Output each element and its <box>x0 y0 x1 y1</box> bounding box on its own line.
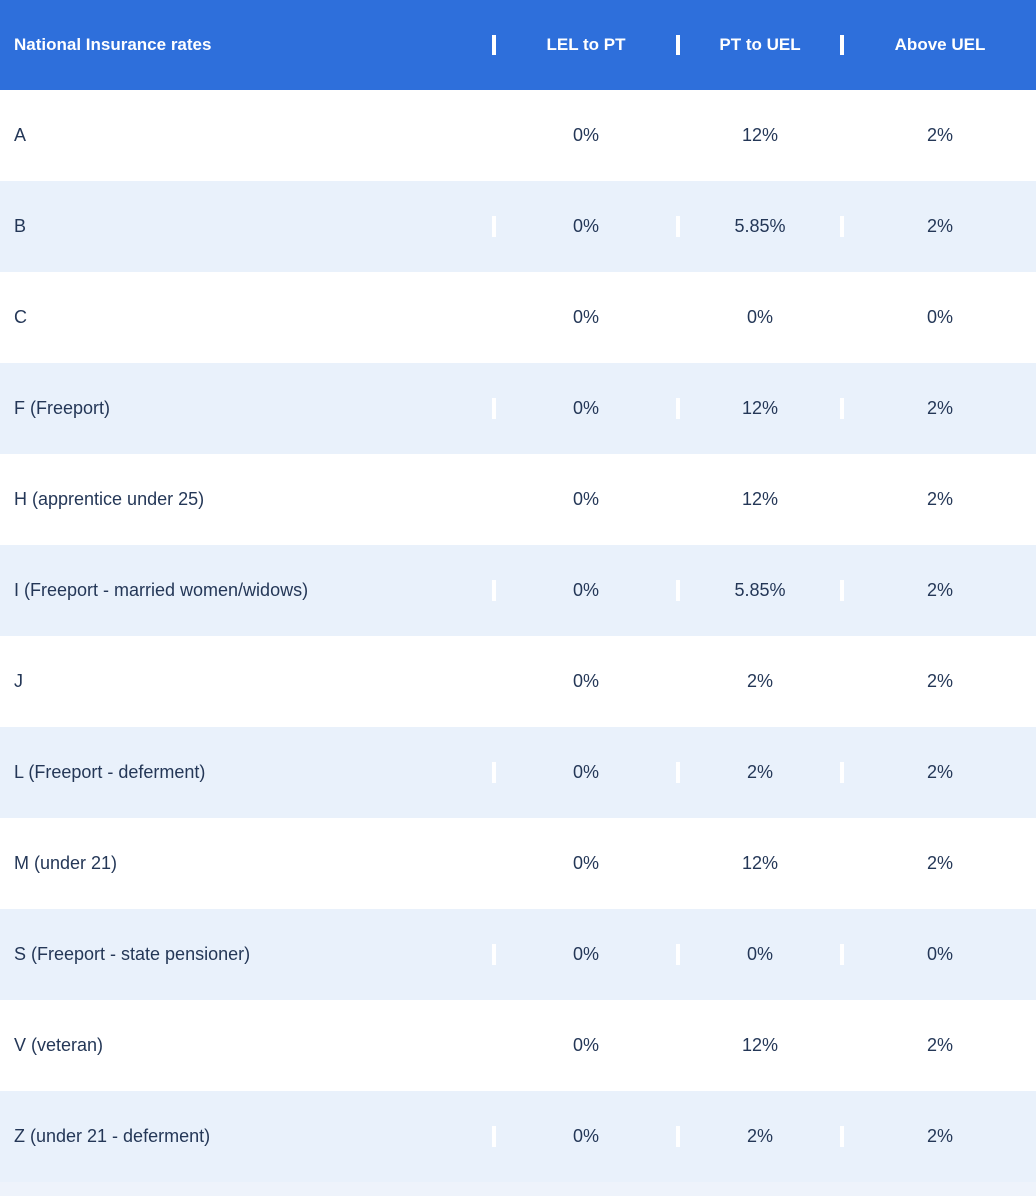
cell-above-uel: 2% <box>840 1035 1036 1056</box>
table-row: I (Freeport - married women/widows) 0% 5… <box>0 545 1036 636</box>
cell-lel-to-pt: 0% <box>492 853 676 874</box>
cell-lel-to-pt: 0% <box>492 762 676 783</box>
cell-lel-to-pt: 0% <box>492 580 676 601</box>
cell-above-uel: 2% <box>840 1126 1036 1147</box>
cell-pt-to-uel: 12% <box>676 489 840 510</box>
cell-pt-to-uel: 5.85% <box>676 216 840 237</box>
column-header-pt-to-uel: PT to UEL <box>676 35 840 55</box>
row-label: V (veteran) <box>14 1035 104 1055</box>
cell-lel-to-pt: 0% <box>492 489 676 510</box>
cell-pt-to-uel: 0% <box>676 307 840 328</box>
row-label: I (Freeport - married women/widows) <box>14 580 309 600</box>
row-label: L (Freeport - deferment) <box>14 762 206 782</box>
cell-above-uel: 0% <box>840 307 1036 328</box>
row-label: J <box>14 671 23 691</box>
cell-above-uel: 2% <box>840 853 1036 874</box>
row-label: F (Freeport) <box>14 398 111 418</box>
cell-pt-to-uel: 2% <box>676 671 840 692</box>
row-label: Z (under 21 - deferment) <box>14 1126 211 1146</box>
table-row: A 0% 12% 2% <box>0 90 1036 181</box>
cell-pt-to-uel: 5.85% <box>676 580 840 601</box>
cell-pt-to-uel: 12% <box>676 1035 840 1056</box>
column-header-ni-rates: National Insurance rates <box>14 35 212 54</box>
table-row: B 0% 5.85% 2% <box>0 181 1036 272</box>
table-row: C 0% 0% 0% <box>0 272 1036 363</box>
row-label: B <box>14 216 27 236</box>
cell-above-uel: 2% <box>840 762 1036 783</box>
cell-pt-to-uel: 2% <box>676 762 840 783</box>
cell-above-uel: 2% <box>840 580 1036 601</box>
cell-pt-to-uel: 2% <box>676 1126 840 1147</box>
table-header-row: National Insurance rates LEL to PT PT to… <box>0 0 1036 90</box>
table-row: J 0% 2% 2% <box>0 636 1036 727</box>
table-body: A 0% 12% 2% B 0% 5.85% 2% C 0% 0% 0% F (… <box>0 90 1036 1182</box>
column-header-lel-to-pt: LEL to PT <box>492 35 676 55</box>
table-row: V (veteran) 0% 12% 2% <box>0 1000 1036 1091</box>
cell-pt-to-uel: 12% <box>676 853 840 874</box>
partial-next-row <box>0 1182 1036 1196</box>
cell-lel-to-pt: 0% <box>492 125 676 146</box>
table-row: H (apprentice under 25) 0% 12% 2% <box>0 454 1036 545</box>
cell-above-uel: 0% <box>840 944 1036 965</box>
cell-lel-to-pt: 0% <box>492 944 676 965</box>
table-row: F (Freeport) 0% 12% 2% <box>0 363 1036 454</box>
table-row: S (Freeport - state pensioner) 0% 0% 0% <box>0 909 1036 1000</box>
cell-above-uel: 2% <box>840 489 1036 510</box>
cell-pt-to-uel: 0% <box>676 944 840 965</box>
cell-lel-to-pt: 0% <box>492 671 676 692</box>
cell-above-uel: 2% <box>840 216 1036 237</box>
cell-lel-to-pt: 0% <box>492 1126 676 1147</box>
cell-pt-to-uel: 12% <box>676 398 840 419</box>
cell-pt-to-uel: 12% <box>676 125 840 146</box>
cell-above-uel: 2% <box>840 125 1036 146</box>
row-label: S (Freeport - state pensioner) <box>14 944 251 964</box>
cell-above-uel: 2% <box>840 398 1036 419</box>
cell-lel-to-pt: 0% <box>492 307 676 328</box>
column-header-above-uel: Above UEL <box>840 35 1036 55</box>
table-row: L (Freeport - deferment) 0% 2% 2% <box>0 727 1036 818</box>
table-row: M (under 21) 0% 12% 2% <box>0 818 1036 909</box>
row-label: H (apprentice under 25) <box>14 489 205 509</box>
table-row: Z (under 21 - deferment) 0% 2% 2% <box>0 1091 1036 1182</box>
cell-lel-to-pt: 0% <box>492 216 676 237</box>
cell-lel-to-pt: 0% <box>492 398 676 419</box>
cell-above-uel: 2% <box>840 671 1036 692</box>
cell-lel-to-pt: 0% <box>492 1035 676 1056</box>
row-label: A <box>14 125 27 145</box>
row-label: M (under 21) <box>14 853 118 873</box>
row-label: C <box>14 307 27 327</box>
